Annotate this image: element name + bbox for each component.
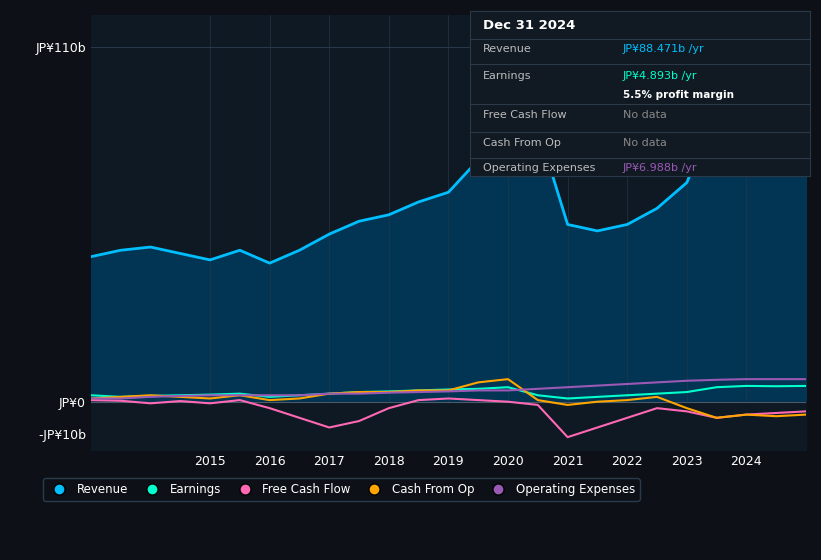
Text: No data: No data bbox=[623, 138, 667, 148]
Text: No data: No data bbox=[623, 110, 667, 120]
Text: Revenue: Revenue bbox=[484, 44, 532, 54]
Text: 5.5% profit margin: 5.5% profit margin bbox=[623, 91, 734, 100]
Text: JP¥88.471b /yr: JP¥88.471b /yr bbox=[623, 44, 704, 54]
Legend: Revenue, Earnings, Free Cash Flow, Cash From Op, Operating Expenses: Revenue, Earnings, Free Cash Flow, Cash … bbox=[43, 478, 640, 501]
Text: Dec 31 2024: Dec 31 2024 bbox=[484, 20, 576, 32]
Text: Earnings: Earnings bbox=[484, 71, 532, 81]
Text: JP¥4.893b /yr: JP¥4.893b /yr bbox=[623, 71, 697, 81]
Text: Operating Expenses: Operating Expenses bbox=[484, 163, 595, 173]
Text: Free Cash Flow: Free Cash Flow bbox=[484, 110, 566, 120]
Text: Cash From Op: Cash From Op bbox=[484, 138, 561, 148]
Text: JP¥6.988b /yr: JP¥6.988b /yr bbox=[623, 163, 697, 173]
